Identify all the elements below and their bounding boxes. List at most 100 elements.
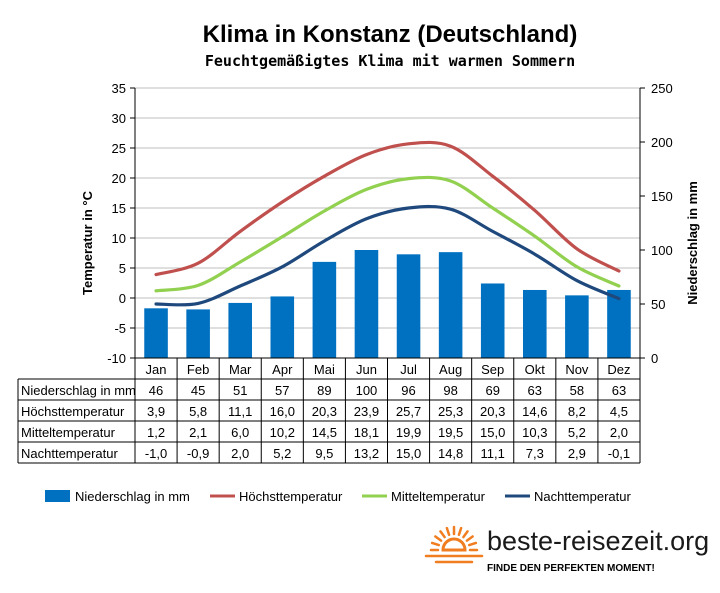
y-right-tick-label: 200 xyxy=(651,135,673,150)
table-cell: 25,7 xyxy=(396,404,421,419)
x-category-label: Jun xyxy=(356,362,377,377)
table-cell: 45 xyxy=(191,383,205,398)
table-cell: 5,2 xyxy=(568,425,586,440)
table-cell: 2,0 xyxy=(231,446,249,461)
y-right-tick-label: 100 xyxy=(651,243,673,258)
y-axis-left-title: Temperatur in °C xyxy=(80,190,95,295)
table-cell: 63 xyxy=(528,383,542,398)
precipitation-bar xyxy=(607,289,631,358)
table-cell: -0,9 xyxy=(187,446,209,461)
y-left-tick-label: -10 xyxy=(107,351,126,366)
table-cell: 58 xyxy=(570,383,584,398)
table-cell: 63 xyxy=(612,383,626,398)
legend-label-night: Nachttemperatur xyxy=(534,489,631,504)
table-cell: 3,9 xyxy=(147,404,165,419)
sun-ray xyxy=(439,530,446,539)
brand-name: beste-reisezeit.org xyxy=(487,526,709,556)
high-temperature-line xyxy=(154,140,621,277)
sun-icon xyxy=(424,525,484,564)
sun-disc xyxy=(441,537,467,552)
table-cell: 98 xyxy=(443,383,457,398)
precipitation-bar xyxy=(565,295,589,358)
x-category-label: Mar xyxy=(229,362,252,377)
table-cell: 7,3 xyxy=(526,446,544,461)
data-table: Jan Feb Mar Apr Mai Jun Jul Aug Sep Okt Nov Dez Nied… xyxy=(17,358,641,464)
table-cell: 5,8 xyxy=(189,404,207,419)
sun-ray xyxy=(434,535,443,542)
table-cell: 15,0 xyxy=(480,425,505,440)
table-cell: 2,1 xyxy=(189,425,207,440)
table-cell: 11,1 xyxy=(481,446,505,461)
y-right-tick-label: 0 xyxy=(651,351,658,366)
gridlines xyxy=(135,87,640,359)
precipitation-bar xyxy=(144,308,168,358)
legend: Niederschlag in mm Höchsttemperatur Mittel… xyxy=(45,489,631,504)
precipitation-bar xyxy=(438,252,463,358)
x-category-label: Feb xyxy=(187,362,209,377)
y-left-tick-label: 15 xyxy=(112,201,126,216)
sun-ray xyxy=(430,541,441,547)
table-cell: 18,1 xyxy=(354,425,379,440)
y-left-tick-label: 0 xyxy=(119,291,126,306)
table-cell: 10,3 xyxy=(522,425,547,440)
x-category-label: Apr xyxy=(272,362,293,377)
table-cell: 8,2 xyxy=(568,404,586,419)
table-cell: 13,2 xyxy=(354,446,379,461)
table-row-label: Höchsttemperatur xyxy=(21,404,125,419)
night-temperature-line xyxy=(154,204,621,307)
table-cell: 46 xyxy=(149,383,163,398)
mean-temperature-line xyxy=(154,175,621,293)
table-cell: 20,3 xyxy=(480,404,505,419)
table-cell: 16,0 xyxy=(270,404,295,419)
table-cell: 6,0 xyxy=(231,425,249,440)
y-left-tick-label: 10 xyxy=(112,231,126,246)
x-category-label: Sep xyxy=(481,362,504,377)
y-right-tick-label: 250 xyxy=(651,81,673,96)
table-cell: 51 xyxy=(233,383,247,398)
table-cell: 19,9 xyxy=(396,425,421,440)
precipitation-bar xyxy=(186,309,210,358)
table-cell: 2,0 xyxy=(610,425,628,440)
table-cell: 5,2 xyxy=(273,446,291,461)
table-cell: 20,3 xyxy=(312,404,337,419)
table-cell: 89 xyxy=(317,383,331,398)
sun-ray xyxy=(445,526,451,537)
table-cell: 57 xyxy=(275,383,289,398)
sun-ray xyxy=(467,541,478,547)
chart-title: Klima in Konstanz (Deutschland) xyxy=(203,21,578,48)
legend-swatch-precipitation xyxy=(45,490,70,502)
table-cell: 14,6 xyxy=(522,404,547,419)
legend-label-precipitation: Niederschlag in mm xyxy=(75,489,190,504)
table-cell: 1,2 xyxy=(147,425,165,440)
table-cell: 15,0 xyxy=(396,446,421,461)
table-row-label: Niederschlag in mm xyxy=(21,383,136,398)
precipitation-bar xyxy=(523,289,547,358)
table-cell: 19,5 xyxy=(438,425,463,440)
x-category-label: Okt xyxy=(525,362,546,377)
table-cell: 4,5 xyxy=(610,404,628,419)
y-axis-right-title: Niederschlag in mm xyxy=(685,181,700,305)
y-right-tick-label: 50 xyxy=(651,297,665,312)
precipitation-bar xyxy=(228,302,252,358)
brand-tagline: FINDE DEN PERFEKTEN MOMENT! xyxy=(487,563,655,574)
table-cell: 69 xyxy=(485,383,499,398)
table-cell: 14,5 xyxy=(312,425,337,440)
table-row-label: Mitteltemperatur xyxy=(21,425,116,440)
table-row-label: Nachttemperatur xyxy=(21,446,118,461)
x-category-label: Jan xyxy=(146,362,167,377)
table-cell: 10,2 xyxy=(270,425,295,440)
axes: -10 -5 0 5 10 15 20 25 30 35 0 50 100 150 200 250 xyxy=(107,81,673,366)
precipitation-bar xyxy=(354,250,379,358)
x-category-label: Aug xyxy=(439,362,462,377)
y-left-tick-label: 20 xyxy=(112,171,126,186)
table-cell: 14,8 xyxy=(438,446,463,461)
sun-ray xyxy=(465,535,474,542)
y-left-tick-label: 35 xyxy=(112,81,126,96)
table-cell: 9,5 xyxy=(315,446,333,461)
table-cell: 96 xyxy=(401,383,415,398)
precipitation-bar xyxy=(270,296,295,358)
precipitation-bar xyxy=(312,261,337,358)
y-left-tick-label: -5 xyxy=(114,321,126,336)
precipitation-bar xyxy=(396,254,421,358)
